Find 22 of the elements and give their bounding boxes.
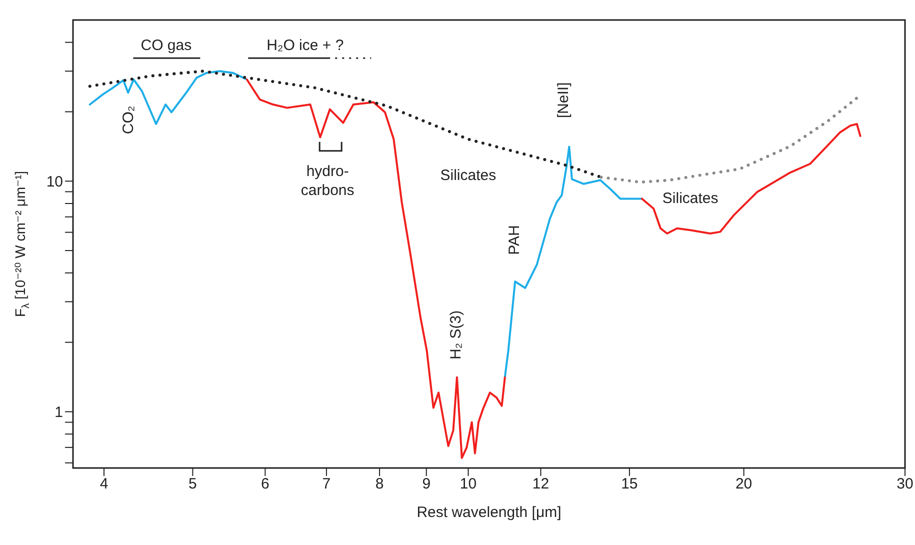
x-axis-title: Rest wavelength [μm] (416, 504, 562, 521)
x-tick-label: 9 (422, 476, 431, 493)
annotation: Silicates (662, 189, 718, 206)
x-tick-label: 30 (896, 476, 914, 493)
x-tick-label: 12 (532, 476, 550, 493)
annotation: H₂ S(3) (447, 310, 464, 360)
annotation: H₂O ice + ? (266, 36, 344, 54)
x-tick-label: 6 (261, 476, 270, 493)
x-tick-label: 7 (322, 476, 331, 493)
annotation: Silicates (440, 166, 496, 184)
x-tick-label: 15 (621, 476, 638, 493)
x-tick-label: 10 (460, 476, 477, 493)
x-tick-label: 20 (735, 476, 752, 493)
annotation: [NeII] (554, 82, 572, 118)
x-tick-label: 5 (188, 476, 197, 493)
annotation: CO gas (140, 36, 192, 54)
x-tick-label: 8 (375, 476, 384, 493)
x-tick-label: 4 (100, 476, 108, 493)
y-tick-label: 1 (54, 404, 63, 422)
annotation: hydro- carbons (300, 162, 354, 198)
annotation: CO₂ (119, 106, 136, 134)
annotation: PAH (505, 225, 522, 255)
